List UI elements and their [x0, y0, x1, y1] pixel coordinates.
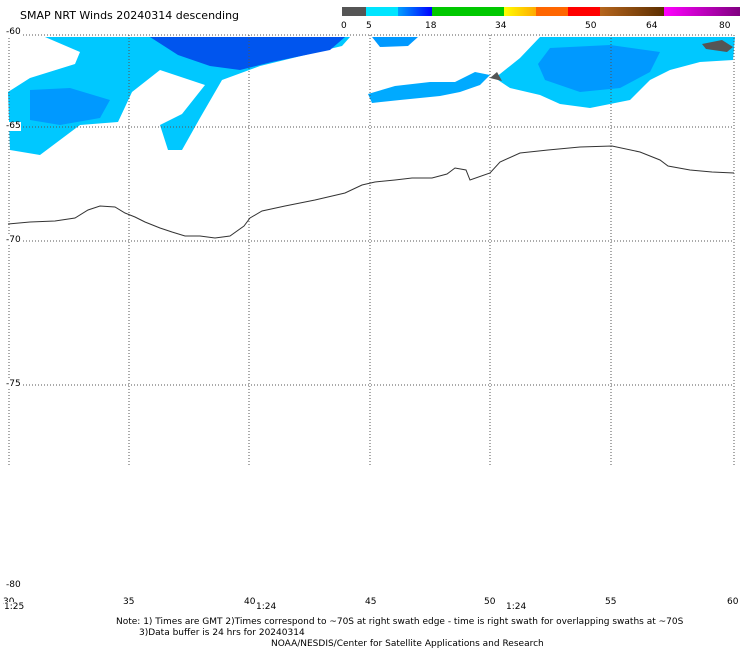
land-patch: [490, 72, 502, 81]
footnotes: Note: 1) Times are GMT 2)Times correspon…: [0, 617, 740, 650]
wind-speed-colorbar: [342, 7, 740, 16]
antarctic-coastline: [7, 145, 735, 239]
note-line-1: Note: 1) Times are GMT 2)Times correspon…: [116, 617, 684, 627]
lat-label-80: -80: [6, 580, 21, 590]
lon-label-55: 55: [605, 597, 617, 607]
colorbar-label-18: 18: [425, 21, 437, 31]
grid-lines: [8, 34, 735, 465]
colorbar-label-34: 34: [495, 21, 507, 31]
lat-label-60: -60: [6, 27, 21, 37]
wind-swath-east-core: [538, 45, 660, 92]
wind-swath-west: [8, 37, 350, 155]
colorbar-label-64: 64: [646, 21, 658, 31]
swath-time-label-2: 1:24: [256, 602, 277, 612]
credit-line: NOAA/NESDIS/Center for Satellite Applica…: [271, 639, 544, 649]
lon-label-45: 45: [365, 597, 377, 607]
plot-title: SMAP NRT Winds 20240314 descending: [20, 9, 240, 22]
colorbar-seg-1: [366, 7, 398, 16]
colorbar-seg-4: [504, 7, 536, 16]
wind-swath-west-core: [150, 37, 345, 70]
colorbar-seg-8: [664, 7, 740, 16]
colorbar-seg-7: [600, 7, 664, 16]
swath-time-label-3: 1:24: [506, 602, 527, 612]
colorbar-seg-6: [568, 7, 600, 16]
colorbar-label-50: 50: [585, 21, 597, 31]
colorbar-label-5: 5: [366, 21, 372, 31]
lat-label-70: -70: [6, 235, 21, 245]
lat-label-65: -65: [6, 121, 21, 131]
colorbar-seg-2: [398, 7, 432, 16]
lon-label-50: 50: [484, 597, 496, 607]
lon-label-35: 35: [123, 597, 135, 607]
swath-time-label-1: 1:25: [4, 602, 25, 612]
colorbar-seg-0: [342, 7, 366, 16]
lat-label-75: -75: [6, 379, 21, 389]
lon-label-40: 40: [244, 597, 256, 607]
wind-swaths: [8, 37, 735, 155]
wind-swath-west-mid: [30, 88, 110, 125]
land-patch-east: [702, 40, 733, 52]
wind-swath-center: [368, 72, 490, 103]
lon-label-60: 60: [727, 597, 739, 607]
colorbar-label-0: 0: [341, 21, 347, 31]
wind-swath-mid: [372, 37, 418, 47]
colorbar-seg-3: [432, 7, 504, 16]
colorbar-label-80: 80: [719, 21, 731, 31]
colorbar-seg-5: [536, 7, 568, 16]
note-line-2: 3)Data buffer is 24 hrs for 20240314: [139, 628, 305, 638]
